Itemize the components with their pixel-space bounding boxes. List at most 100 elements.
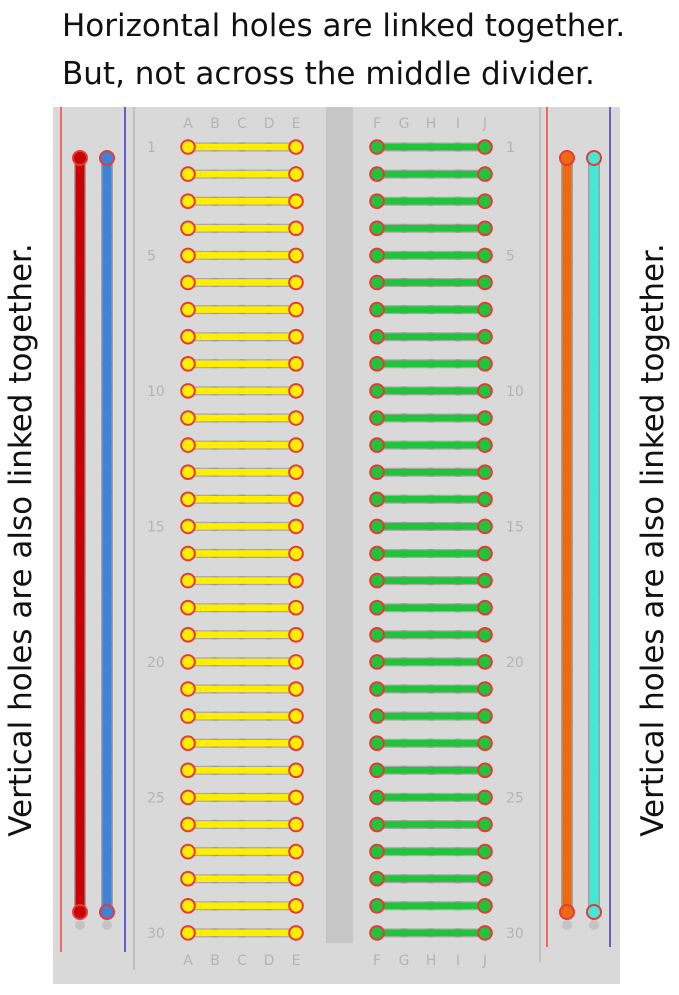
- row-link-left-10-endpoint: [288, 383, 304, 399]
- row-link-right-27-endpoint: [477, 843, 493, 860]
- rail-link-left-positive-endpoint: [72, 150, 88, 166]
- row-link-right-16-endpoint: [477, 545, 493, 562]
- row-link-right-18: [369, 599, 493, 616]
- row-link-right-11-endpoint: [369, 410, 385, 426]
- rail-hole: [589, 920, 599, 930]
- row-link-left-9-endpoint: [288, 356, 304, 372]
- rail-link-left-positive: [72, 150, 88, 920]
- row-link-left-26: [180, 816, 304, 833]
- row-link-left-12-endpoint: [288, 437, 304, 453]
- column-label-top-b: B: [210, 116, 220, 132]
- row-link-left-6: [180, 274, 304, 291]
- row-link-left-7-endpoint: [180, 301, 196, 318]
- row-link-left-3-endpoint: [180, 193, 196, 209]
- row-link-right-20: [369, 654, 493, 670]
- row-link-right-26-endpoint: [369, 816, 385, 833]
- row-link-right-7-endpoint: [477, 301, 493, 318]
- column-label-bottom-i: I: [456, 953, 460, 969]
- row-link-right-17-endpoint: [477, 572, 493, 589]
- column-label-top-g: G: [399, 116, 410, 132]
- row-link-left-6-endpoint: [288, 274, 304, 291]
- row-number-left-25: 25: [147, 790, 165, 806]
- column-label-top-c: C: [237, 116, 247, 132]
- row-number-right-30: 30: [506, 926, 524, 942]
- row-link-right-14-endpoint: [477, 491, 493, 508]
- row-link-right-22: [369, 708, 493, 724]
- row-link-left-17-endpoint: [180, 572, 196, 589]
- row-link-right-24-endpoint: [369, 762, 385, 779]
- row-link-left-5-endpoint: [180, 247, 196, 264]
- row-link-left-16: [180, 545, 304, 562]
- row-link-left-29: [180, 898, 304, 914]
- row-link-right-24: [369, 762, 493, 779]
- row-number-left-5: 5: [147, 248, 156, 264]
- row-link-left-27-endpoint: [180, 843, 196, 860]
- row-link-right-16: [369, 545, 493, 562]
- row-link-right-2-endpoint: [477, 166, 493, 182]
- row-number-right-20: 20: [506, 655, 524, 671]
- row-link-left-11-endpoint: [180, 410, 196, 426]
- row-link-left-12: [180, 437, 304, 453]
- row-link-left-14-endpoint: [288, 491, 304, 508]
- row-link-left-30-endpoint: [288, 925, 304, 941]
- row-link-right-8-endpoint: [369, 328, 385, 345]
- column-label-bottom-c: C: [237, 953, 247, 969]
- row-link-left-2-endpoint: [180, 166, 196, 182]
- row-link-right-12-endpoint: [477, 437, 493, 453]
- row-link-right-23: [369, 735, 493, 752]
- row-link-left-21-endpoint: [180, 681, 196, 697]
- row-link-right-4-endpoint: [369, 220, 385, 237]
- row-link-right-13: [369, 464, 493, 481]
- row-link-right-19: [369, 627, 493, 643]
- row-link-left-27-endpoint: [288, 843, 304, 860]
- row-link-right-18-endpoint: [477, 599, 493, 616]
- row-link-right-23-endpoint: [477, 735, 493, 752]
- row-link-left-28-endpoint: [180, 870, 196, 887]
- row-link-right-19-endpoint: [477, 627, 493, 643]
- right-side-label: Vertical holes are also linked together.: [635, 243, 671, 837]
- row-link-right-5-endpoint: [369, 247, 385, 264]
- row-link-right-3-endpoint: [477, 193, 493, 209]
- row-link-left-22: [180, 708, 304, 724]
- row-link-left-27: [180, 843, 304, 860]
- row-link-left-24: [180, 762, 304, 779]
- row-link-left-16-endpoint: [288, 545, 304, 562]
- row-link-left-23: [180, 735, 304, 752]
- row-link-right-2-endpoint: [369, 166, 385, 182]
- row-link-right-15: [369, 518, 493, 535]
- heading-line-2: But, not across the middle divider.: [62, 56, 595, 92]
- middle-divider: [326, 107, 353, 943]
- row-link-left-1-endpoint: [180, 139, 196, 155]
- row-link-right-15-endpoint: [477, 518, 493, 535]
- row-link-right-26: [369, 816, 493, 833]
- row-link-right-20-endpoint: [369, 654, 385, 670]
- row-link-right-30: [369, 925, 493, 941]
- column-label-top-i: I: [456, 116, 460, 132]
- row-number-right-10: 10: [506, 384, 524, 400]
- row-link-left-8-endpoint: [180, 328, 196, 345]
- row-link-left-25-endpoint: [180, 789, 196, 806]
- row-link-right-2: [369, 166, 493, 182]
- rail-link-right-positive-endpoint: [559, 150, 575, 166]
- row-link-left-29-endpoint: [288, 898, 304, 914]
- row-link-left-23-endpoint: [288, 735, 304, 752]
- row-link-left-2: [180, 166, 304, 182]
- row-link-left-3-endpoint: [288, 193, 304, 209]
- row-link-right-1: [369, 139, 493, 155]
- row-link-right-1-endpoint: [477, 139, 493, 155]
- row-link-left-1-endpoint: [288, 139, 304, 155]
- row-link-left-18-endpoint: [288, 599, 304, 616]
- row-link-right-9-endpoint: [477, 356, 493, 372]
- column-label-top-a: A: [183, 116, 193, 132]
- row-link-right-22-endpoint: [477, 708, 493, 724]
- rail-link-left-negative-endpoint: [99, 904, 115, 920]
- row-link-left-30-endpoint: [180, 925, 196, 941]
- row-link-right-16-endpoint: [369, 545, 385, 562]
- row-link-right-18-endpoint: [369, 599, 385, 616]
- row-link-left-4-endpoint: [288, 220, 304, 237]
- row-number-right-5: 5: [506, 248, 515, 264]
- row-link-left-13-endpoint: [288, 464, 304, 481]
- column-label-top-h: H: [426, 116, 437, 132]
- row-link-right-14-endpoint: [369, 491, 385, 508]
